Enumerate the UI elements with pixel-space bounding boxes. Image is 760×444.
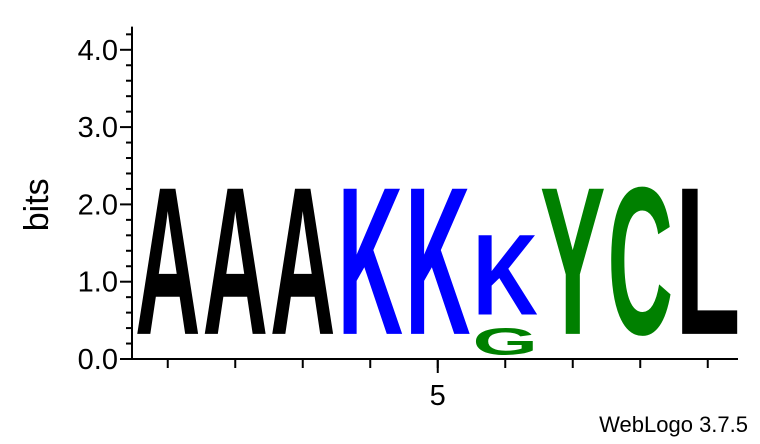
- y-axis-label: bits: [18, 178, 56, 231]
- logo-letter-G: G: [473, 320, 538, 363]
- y-tick-label: 0.0: [78, 344, 118, 376]
- logo-letter-L: L: [675, 145, 740, 379]
- logo-letter-K: K: [473, 210, 539, 339]
- y-tick-label: 2.0: [78, 189, 118, 221]
- logo-letter-A: A: [270, 144, 335, 379]
- y-tick-label: 3.0: [78, 112, 118, 144]
- y-tick-label: 4.0: [78, 35, 118, 67]
- logo-letter-Y: Y: [540, 143, 605, 379]
- weblogo-credit: WebLogo 3.7.5: [599, 412, 748, 437]
- x-tick-label: 5: [430, 380, 446, 412]
- logo-letter-A: A: [203, 144, 268, 379]
- logo-letter-C: C: [608, 144, 673, 379]
- letter-stacks: A A A K K GK Y C L: [135, 143, 740, 379]
- logo-letter-K: K: [338, 144, 403, 379]
- axes: 0.0 1.0 2.0 3.0 4.0 bits 5: [18, 26, 738, 412]
- logo-letter-K: K: [405, 144, 470, 379]
- logo-letter-A: A: [135, 144, 200, 379]
- y-tick-label: 1.0: [78, 267, 118, 299]
